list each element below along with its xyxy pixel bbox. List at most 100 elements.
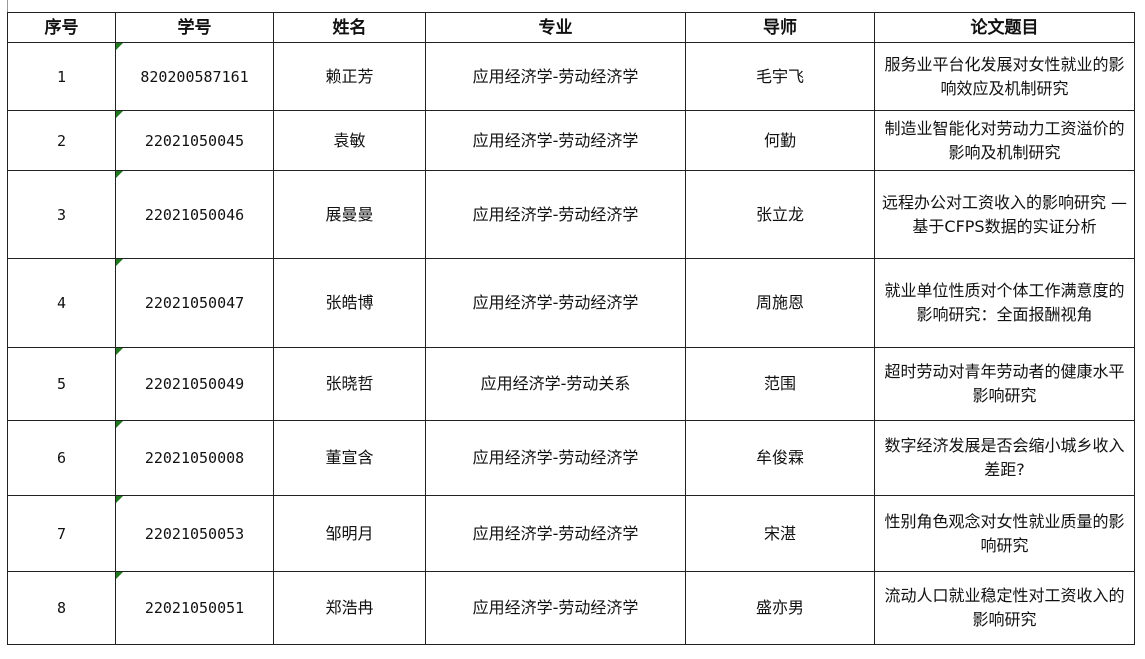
index-cell[interactable]: 4 [7,258,116,348]
advisor-cell-text: 宋湛 [763,523,796,543]
major-cell[interactable]: 应用经济学-劳动经济学 [425,420,686,496]
index-cell-text: 5 [56,375,67,393]
index-cell-text: 6 [56,449,67,467]
name-cell-text: 袁敏 [333,130,366,150]
name-cell[interactable]: 张晓哲 [273,347,426,421]
index-cell[interactable]: 5 [7,347,116,421]
advisor-cell[interactable]: 宋湛 [685,495,875,572]
name-cell-text: 郑浩冉 [325,598,374,617]
thesis-title-cell[interactable]: 性别角色观念对女性就业质量的影响研究 [874,495,1135,572]
major-cell[interactable]: 应用经济学-劳动经济学 [425,42,686,111]
name-cell-text: 董宣含 [325,448,374,467]
number-as-text-indicator-icon [116,572,123,579]
advisor-cell-text: 毛宇飞 [755,66,804,86]
number-as-text-indicator-icon [116,348,123,355]
name-cell[interactable]: 袁敏 [273,110,426,171]
name-cell[interactable]: 郑浩冉 [273,571,426,645]
table-row: 8 22021050051 郑浩冉 应用经济学-劳动经济学 盛亦男 流动人口就业稳定性对工… [7,571,1135,645]
thesis-title-cell[interactable]: 远程办公对工资收入的影响研究 —基于CFPS数据的实证分析 [874,170,1135,259]
advisor-cell[interactable]: 盛亦男 [685,571,875,645]
number-as-text-indicator-icon [116,171,123,178]
header-name[interactable]: 姓名 [273,12,426,43]
advisor-cell[interactable]: 牟俊霖 [685,420,875,496]
student-id-cell[interactable]: 22021050053 [115,495,274,572]
student-id-cell[interactable]: 22021050047 [115,258,274,348]
advisor-cell[interactable]: 毛宇飞 [685,42,875,111]
advisor-cell[interactable]: 何勤 [685,110,875,171]
header-major[interactable]: 专业 [425,12,686,43]
name-cell-text: 张晓哲 [325,374,374,393]
major-cell[interactable]: 应用经济学-劳动经济学 [425,258,686,348]
name-cell-text: 展曼曼 [325,204,374,224]
student-id-cell[interactable]: 22021050051 [115,571,274,645]
name-cell[interactable]: 邹明月 [273,495,426,572]
thesis-title-cell[interactable]: 流动人口就业稳定性对工资收入的影响研究 [874,571,1135,645]
name-cell[interactable]: 张皓博 [273,258,426,348]
major-cell[interactable]: 应用经济学-劳动经济学 [425,170,686,259]
thesis-title-cell-text: 超时劳动对青年劳动者的健康水平影响研究 [884,362,1125,405]
student-id-cell-text: 22021050053 [144,524,245,543]
name-cell[interactable]: 董宣含 [273,420,426,496]
name-cell-text: 邹明月 [325,523,374,543]
major-cell-text: 应用经济学-劳动经济学 [472,598,639,617]
header-title[interactable]: 论文题目 [874,12,1135,43]
sheet-gridline [7,0,8,12]
number-as-text-indicator-icon [116,421,123,428]
thesis-title-cell[interactable]: 就业单位性质对个体工作满意度的影响研究：全面报酬视角 [874,258,1135,348]
index-cell-text: 3 [56,205,67,224]
advisor-cell[interactable]: 范围 [685,347,875,421]
index-cell[interactable]: 7 [7,495,116,572]
student-id-cell[interactable]: 820200587161 [115,42,274,111]
student-id-cell-text: 22021050047 [144,294,245,312]
student-id-cell[interactable]: 22021050045 [115,110,274,171]
index-cell[interactable]: 8 [7,571,116,645]
thesis-title-cell-text: 服务业平台化发展对女性就业的影响效应及机制研究 [884,54,1125,98]
table-row: 5 22021050049 张晓哲 应用经济学-劳动关系 范围 超时劳动对青年劳动者的健康… [7,347,1135,421]
major-cell[interactable]: 应用经济学-劳动经济学 [425,495,686,572]
thesis-title-cell[interactable]: 服务业平台化发展对女性就业的影响效应及机制研究 [874,42,1135,111]
student-id-cell-text: 22021050008 [144,449,245,467]
student-id-cell-text: 22021050051 [144,599,245,617]
index-cell[interactable]: 1 [7,42,116,111]
table-row: 6 22021050008 董宣含 应用经济学-劳动经济学 牟俊霖 数字经济发展是否会缩小… [7,420,1135,496]
major-cell[interactable]: 应用经济学-劳动经济学 [425,571,686,645]
table-row: 1 820200587161 赖正芳 应用经济学-劳动经济学 毛宇飞 服务业平台化发展对女… [7,42,1135,111]
major-cell[interactable]: 应用经济学-劳动经济学 [425,110,686,171]
advisor-cell-text: 张立龙 [755,204,804,224]
name-cell-text: 张皓博 [325,293,374,312]
header-index[interactable]: 序号 [7,12,116,43]
thesis-title-cell[interactable]: 数字经济发展是否会缩小城乡收入差距? [874,420,1135,496]
name-cell-text: 赖正芳 [325,66,374,86]
thesis-title-cell-text: 数字经济发展是否会缩小城乡收入差距? [884,436,1125,479]
name-cell[interactable]: 展曼曼 [273,170,426,259]
index-cell[interactable]: 3 [7,170,116,259]
thesis-title-cell-text: 就业单位性质对个体工作满意度的影响研究：全面报酬视角 [884,281,1125,324]
index-cell-text: 8 [56,599,67,617]
index-cell-text: 1 [56,67,67,86]
advisor-cell[interactable]: 周施恩 [685,258,875,348]
major-cell-text: 应用经济学-劳动经济学 [472,293,639,312]
student-id-cell[interactable]: 22021050049 [115,347,274,421]
thesis-title-cell[interactable]: 制造业智能化对劳动力工资溢价的影响及机制研究 [874,110,1135,171]
table-row: 4 22021050047 张皓博 应用经济学-劳动经济学 周施恩 就业单位性质对个体工作… [7,258,1135,348]
advisor-cell[interactable]: 张立龙 [685,170,875,259]
index-cell[interactable]: 2 [7,110,116,171]
student-id-cell[interactable]: 22021050046 [115,170,274,259]
advisor-cell-text: 盛亦男 [755,598,804,617]
index-cell[interactable]: 6 [7,420,116,496]
major-cell-text: 应用经济学-劳动经济学 [472,448,639,467]
table-row: 2 22021050045 袁敏 应用经济学-劳动经济学 何勤 制造业智能化对劳动力工资溢… [7,110,1135,171]
name-cell[interactable]: 赖正芳 [273,42,426,111]
major-cell-text: 应用经济学-劳动关系 [480,374,631,393]
major-cell-text: 应用经济学-劳动经济学 [472,204,639,224]
major-cell-text: 应用经济学-劳动经济学 [472,66,639,86]
student-id-cell[interactable]: 22021050008 [115,420,274,496]
student-id-cell-text: 820200587161 [140,67,249,86]
header-advisor[interactable]: 导师 [685,12,875,43]
thesis-title-cell[interactable]: 超时劳动对青年劳动者的健康水平影响研究 [874,347,1135,421]
advisor-cell-text: 周施恩 [755,293,804,312]
major-cell[interactable]: 应用经济学-劳动关系 [425,347,686,421]
header-student-id[interactable]: 学号 [115,12,274,43]
major-cell-text: 应用经济学-劳动经济学 [472,130,639,150]
number-as-text-indicator-icon [116,111,123,118]
